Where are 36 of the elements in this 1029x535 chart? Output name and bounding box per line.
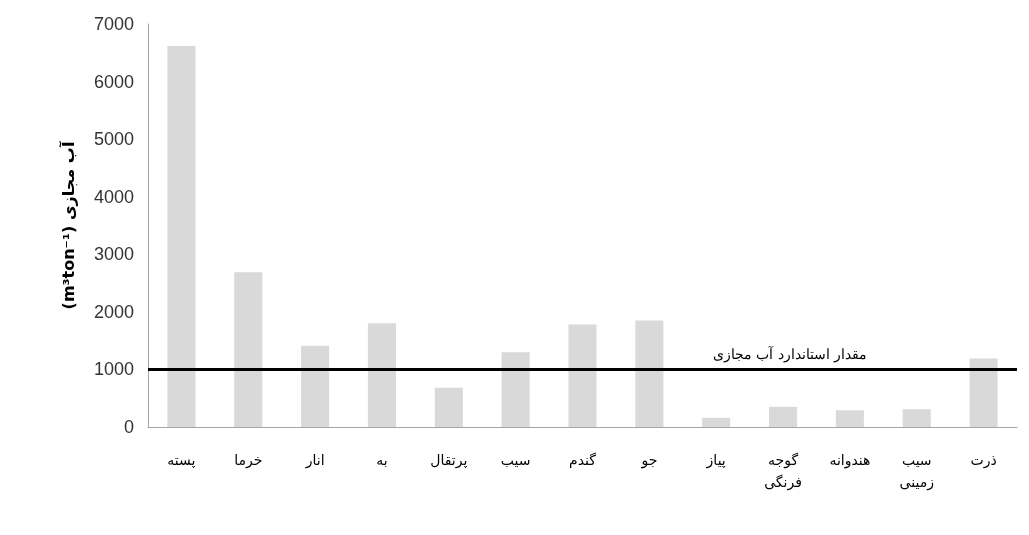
bar [434,387,463,427]
x-tick-label: پرتقال [430,452,468,469]
x-tick-label: پیاز [705,452,726,469]
x-tick-label: جو [640,452,658,469]
x-tick-label: هندوانه [829,452,871,469]
bar [635,320,664,427]
x-tick-label: انار [304,452,325,469]
bar [367,323,396,427]
y-tick-label: 7000 [93,14,134,34]
y-tick-label: 0 [123,417,134,437]
x-tick-label: به [376,452,388,468]
bar [769,406,798,427]
bar [501,352,530,427]
bar [969,358,998,427]
bar [835,410,864,427]
bar [568,324,597,427]
y-tick-label: 5000 [93,129,134,150]
y-axis-title: (m³ton⁻¹) آب مجازی [57,141,78,310]
y-tick-label: 3000 [93,244,134,265]
bar [902,409,931,427]
x-tick-label: پسته [167,452,196,469]
bar [702,417,731,427]
ref-line-label: مقدار استاندارد آب مجازی [712,345,867,364]
x-tick-label: ذرت [970,452,997,469]
x-tick-label: خرما [234,452,263,469]
y-tick-label: 2000 [93,301,134,322]
x-tick-label: گندم [569,452,597,468]
y-tick-label: 6000 [93,71,134,92]
x-tick-label: سیب [500,452,531,468]
bar [301,345,330,427]
y-tick-label: 4000 [93,186,134,207]
bar [234,272,263,427]
y-tick-label: 1000 [93,359,134,380]
x-tick-label: گوجه فرنگی [764,452,802,491]
x-tick-label: سیب زمینی [899,452,934,491]
bar [167,45,196,427]
